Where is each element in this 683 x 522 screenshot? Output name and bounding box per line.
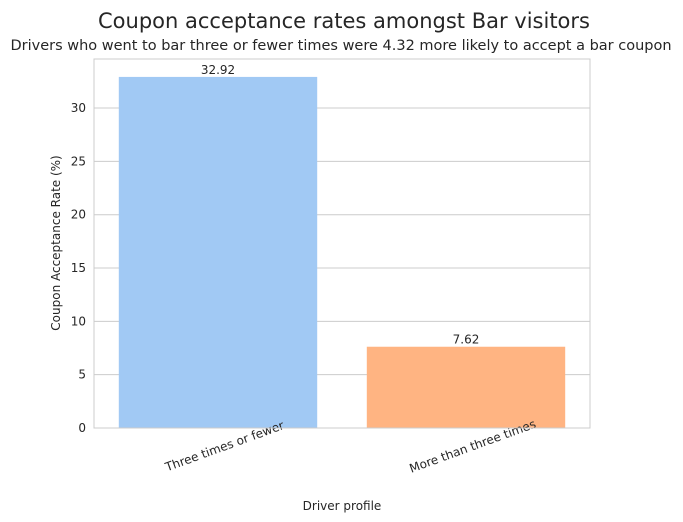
y-tick-label: 10: [71, 314, 86, 328]
y-tick-label: 30: [71, 101, 86, 115]
data-label: 32.92: [201, 63, 235, 77]
y-tick-label: 15: [71, 261, 86, 275]
bar-2: [366, 346, 566, 428]
x-axis-label: Driver profile: [303, 499, 382, 513]
chart-subtitle: Drivers who went to bar three or fewer t…: [10, 38, 671, 54]
data-labels: 32.92 7.62: [201, 63, 480, 347]
y-axis-label: Coupon Acceptance Rate (%): [49, 155, 63, 330]
bar-1: [118, 76, 318, 429]
plot-frame: [93, 58, 591, 429]
bars: [118, 76, 566, 429]
y-tick-label: 20: [71, 208, 86, 222]
data-label: 7.62: [453, 333, 480, 347]
chart-title: Coupon acceptance rates amongst Bar visi…: [98, 9, 590, 33]
y-tick-label: 5: [78, 368, 86, 382]
y-tick-label: 25: [71, 154, 86, 168]
y-tick-label: 0: [78, 421, 86, 435]
y-axis-ticks: 0 5 10 15 20 25 30: [71, 101, 86, 435]
